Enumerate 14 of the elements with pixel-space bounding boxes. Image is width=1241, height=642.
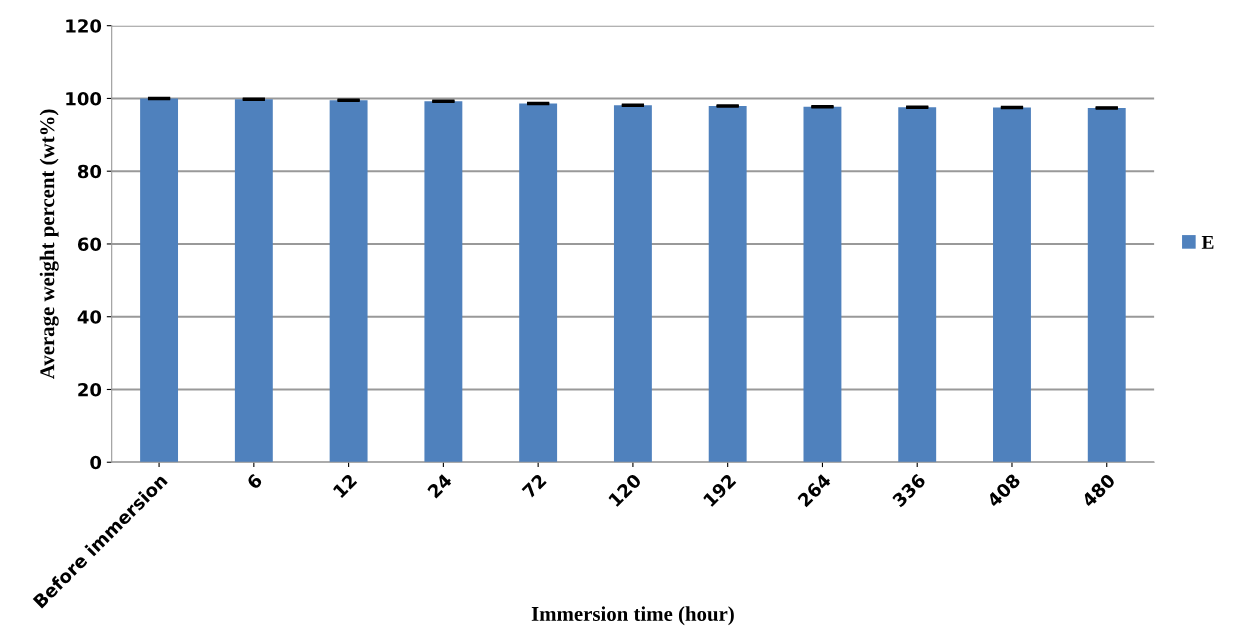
x-axis-title: Immersion time (hour)	[531, 606, 734, 626]
y-tick-label: 120	[66, 19, 102, 33]
y-tick-label: 0	[90, 455, 102, 470]
x-tick-label: 12	[332, 473, 358, 498]
y-axis-title: Average weight percent (wt%)	[39, 109, 59, 380]
x-tick-label: 24	[426, 472, 453, 499]
y-tick-label: 60	[77, 237, 102, 252]
y-tick-label: 40	[77, 310, 102, 324]
legend-label: E	[1201, 235, 1214, 249]
x-tick-label: 6	[245, 472, 264, 490]
x-tick-label: 72	[521, 473, 547, 499]
y-tick-label: 100	[66, 91, 102, 106]
y-tick-label: 80	[77, 164, 102, 179]
y-tick-label: 20	[78, 382, 102, 397]
